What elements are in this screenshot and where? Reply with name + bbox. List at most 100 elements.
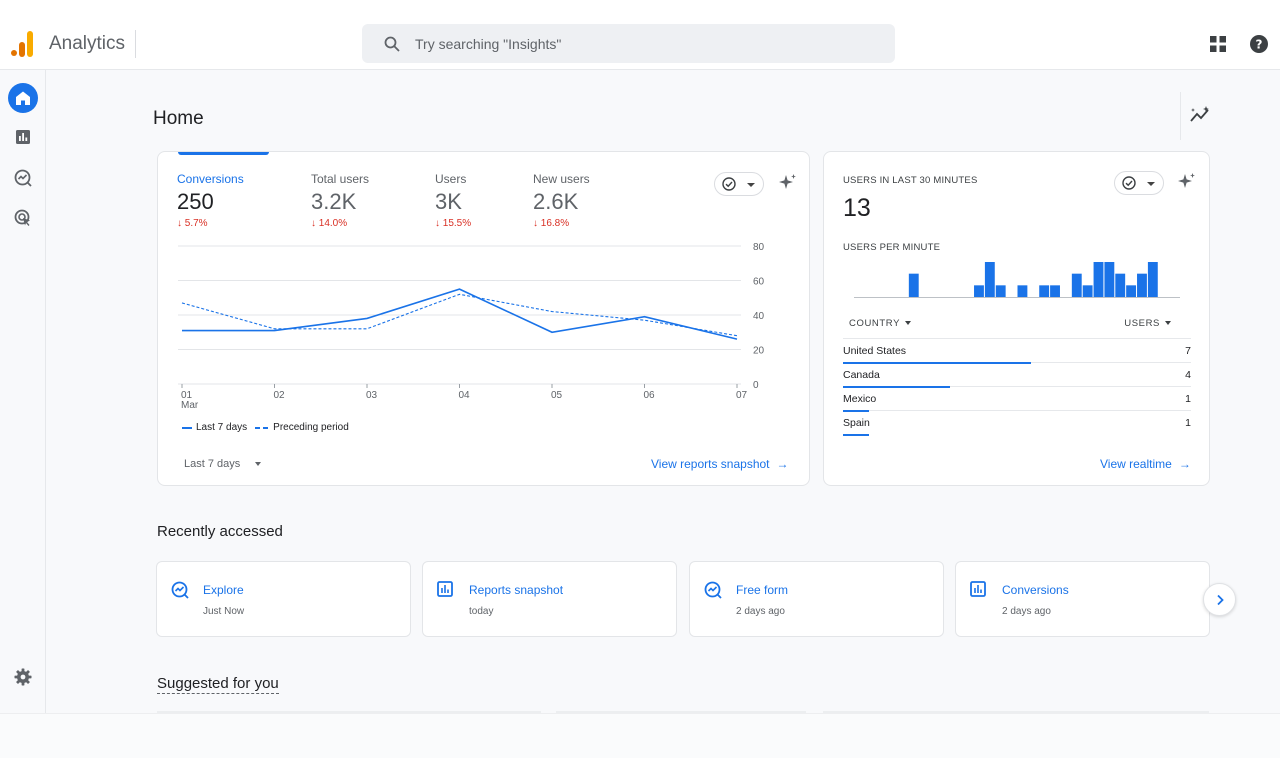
bar <box>1115 273 1126 297</box>
divider <box>135 30 136 58</box>
y-tick-label: 20 <box>753 346 765 357</box>
analytics-logo-icon[interactable] <box>11 31 35 57</box>
arrow-right-icon: → <box>1178 457 1191 471</box>
check-circle-icon <box>722 177 736 191</box>
recent-item-time: today <box>469 606 494 617</box>
sparkle-icon[interactable] <box>1177 172 1197 192</box>
nav-reports-button[interactable] <box>8 122 38 152</box>
x-tick-label: 07 <box>736 390 748 401</box>
recent-item-title: Reports snapshot <box>469 583 564 597</box>
help-icon[interactable]: ? <box>1250 35 1268 53</box>
x-tick-label: 01 <box>181 390 193 401</box>
nav-explore-button[interactable] <box>8 163 38 193</box>
metric-tab-new-users[interactable]: New users 2.6K ↓ 16.8% <box>533 172 590 229</box>
chevron-right-icon <box>1217 594 1224 606</box>
advertising-icon <box>14 209 30 226</box>
metric-tab-users[interactable]: Users 3K ↓ 15.5% <box>435 172 471 229</box>
country-users: 1 <box>1185 393 1191 405</box>
x-tick-label: 04 <box>459 390 471 401</box>
country-column-header[interactable]: COUNTRY <box>849 318 911 329</box>
report-icon <box>437 581 453 597</box>
link-label: View reports snapshot <box>651 457 770 471</box>
explore-icon <box>14 169 32 187</box>
recent-item-explore[interactable]: Explore Just Now <box>156 561 411 637</box>
users-per-minute-chart <box>854 262 1180 298</box>
recent-item-title: Free form <box>736 583 789 597</box>
bar <box>1126 285 1137 297</box>
table-row[interactable]: United States 7 <box>843 339 1191 364</box>
compare-dropdown[interactable] <box>714 172 764 196</box>
chevron-down-icon <box>255 462 262 467</box>
country-users: 4 <box>1185 369 1191 381</box>
metric-tab-conversions[interactable]: Conversions 250 ↓ 5.7% <box>177 172 244 229</box>
legend-dashed-swatch <box>255 426 270 429</box>
metric-change: ↓ 14.0% <box>311 218 369 229</box>
app-title: Analytics <box>49 33 126 54</box>
x-tick-label: 05 <box>551 390 563 401</box>
bar-chart-icon <box>16 130 30 144</box>
bar <box>1082 285 1093 297</box>
suggested-card-edge <box>823 711 1209 713</box>
report-icon <box>970 581 986 597</box>
carousel-next-button[interactable] <box>1203 583 1236 616</box>
view-reports-snapshot-link[interactable]: View reports snapshot → <box>651 457 789 471</box>
arrow-right-icon: → <box>776 457 789 471</box>
down-arrow-icon: ↓ <box>311 218 319 229</box>
bar <box>1147 262 1158 297</box>
metric-value: 250 <box>177 189 214 214</box>
sparkle-icon[interactable] <box>778 173 798 193</box>
metric-change-value: 5.7% <box>184 218 208 229</box>
metric-value: 3.2K <box>311 189 357 214</box>
realtime-compare-dropdown[interactable] <box>1114 171 1164 195</box>
recent-item-time: 2 days ago <box>736 606 785 617</box>
country-share-bar <box>843 434 870 436</box>
bar <box>984 262 995 297</box>
recent-item-time: Just Now <box>203 606 245 617</box>
overview-card: Conversions 250 ↓ 5.7% Total users 3.2K … <box>157 151 810 486</box>
recent-item-conversions[interactable]: Conversions 2 days ago <box>955 561 1210 637</box>
table-row[interactable]: Canada 4 <box>843 363 1191 388</box>
view-realtime-link[interactable]: View realtime → <box>1100 457 1191 471</box>
nav-home-button[interactable] <box>8 83 38 113</box>
suggested-for-you-title[interactable]: Suggested for you <box>157 675 279 694</box>
metric-label: Users <box>435 172 467 186</box>
suggested-card-edge <box>556 711 806 713</box>
bar <box>908 273 919 297</box>
country-table: United States 7 Canada 4 Mexico 1 Spain … <box>843 338 1191 436</box>
realtime-label: USERS IN LAST 30 MINUTES <box>843 175 978 186</box>
bar <box>1093 262 1104 297</box>
country-share-bar <box>843 362 1031 364</box>
recent-item-free-form[interactable]: Free form 2 days ago <box>689 561 944 637</box>
nav-advertising-button[interactable] <box>8 203 38 233</box>
bar <box>1071 273 1082 297</box>
date-range-dropdown[interactable]: Last 7 days <box>184 458 262 470</box>
metric-change: ↓ 15.5% <box>435 218 471 229</box>
line-chart: 80 60 40 20 0 01 02 03 04 05 06 07 Mar <box>178 242 765 411</box>
chevron-down-icon <box>905 321 911 326</box>
country-name: Spain <box>843 417 870 429</box>
bar <box>974 285 984 297</box>
top-bar: Analytics Try searching "Insights" ? <box>0 0 1280 70</box>
y-tick-label: 40 <box>753 311 765 322</box>
series-line-preceding-period <box>181 293 738 337</box>
recent-item-reports-snapshot[interactable]: Reports snapshot today <box>422 561 677 637</box>
users-header-label: USERS <box>1124 318 1160 329</box>
search-placeholder: Try searching "Insights" <box>415 36 562 52</box>
bar <box>1137 273 1147 297</box>
apps-grid-icon[interactable] <box>1210 36 1226 52</box>
date-range-label: Last 7 days <box>184 458 241 470</box>
metric-change: ↓ 16.8% <box>533 218 590 229</box>
search-input[interactable]: Try searching "Insights" <box>362 24 895 63</box>
x-sub-label: Mar <box>181 400 199 411</box>
table-row[interactable]: Spain 1 <box>843 411 1191 436</box>
chevron-down-icon <box>1165 321 1171 326</box>
metric-tab-total-users[interactable]: Total users 3.2K ↓ 14.0% <box>311 172 369 229</box>
y-tick-label: 80 <box>753 242 765 253</box>
recently-accessed-title: Recently accessed <box>157 523 283 540</box>
table-row[interactable]: Mexico 1 <box>843 387 1191 412</box>
insights-icon[interactable] <box>1189 106 1211 124</box>
users-column-header[interactable]: USERS <box>1124 318 1171 329</box>
metric-change: ↓ 5.7% <box>177 218 244 229</box>
metric-change-value: 16.8% <box>540 218 570 229</box>
nav-settings-button[interactable] <box>8 662 38 692</box>
